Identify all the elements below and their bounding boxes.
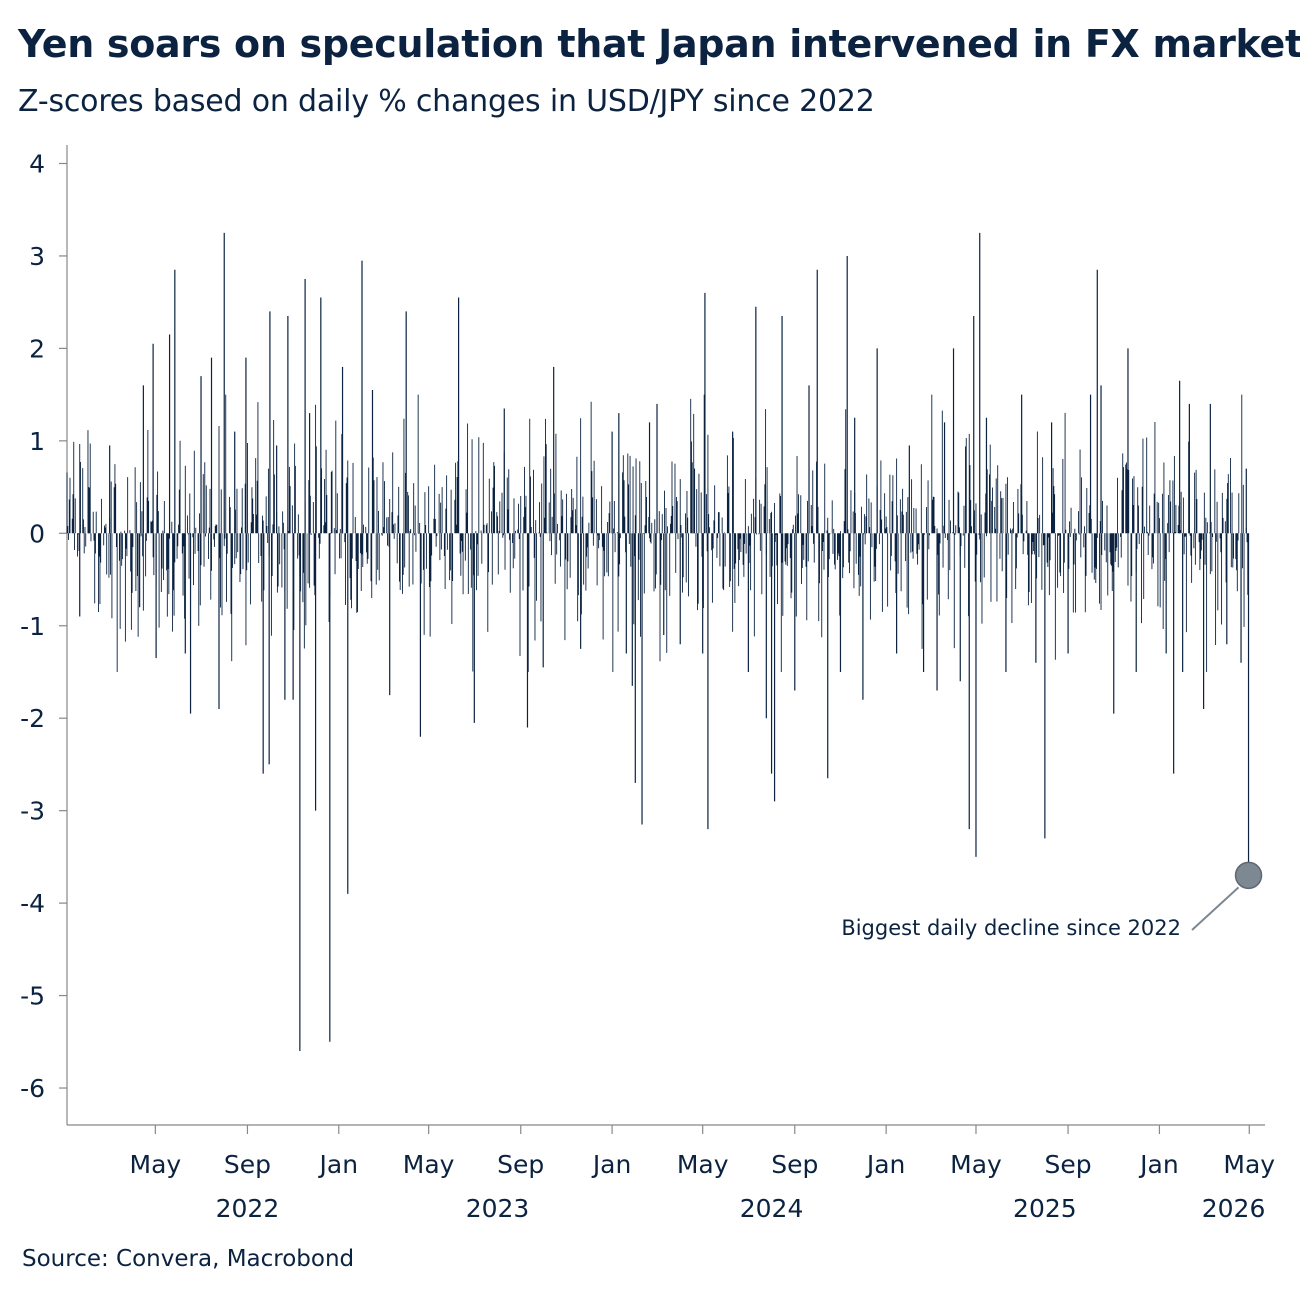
- y-tick-label: 4: [29, 149, 45, 178]
- annotation-label: Biggest daily decline since 2022: [841, 916, 1181, 940]
- y-tick-label: -2: [20, 704, 45, 733]
- x-tick-label: May: [950, 1150, 1002, 1179]
- y-tick-label: 1: [29, 427, 45, 456]
- x-tick-label: Jan: [318, 1150, 359, 1179]
- annotation-leader-line: [1191, 886, 1240, 931]
- x-tick-label: Jan: [865, 1150, 906, 1179]
- x-tick-label: May: [130, 1150, 182, 1179]
- chart-subtitle: Z-scores based on daily % changes in USD…: [18, 84, 875, 119]
- x-tick-label: Sep: [497, 1150, 544, 1179]
- bars: [66, 232, 1250, 1052]
- y-tick-label: -6: [20, 1074, 45, 1103]
- x-tick-label: Sep: [771, 1150, 818, 1179]
- x-tick-label: Jan: [591, 1150, 632, 1179]
- axes: 4 3 2 1 0 -1 -2 -3 -4 -5 -6 May Sep Jan May Sep Jan May Se…: [20, 145, 1275, 1223]
- y-tick-label: 2: [29, 334, 45, 363]
- x-tick-label: Sep: [224, 1150, 271, 1179]
- year-label: 2024: [740, 1194, 804, 1223]
- annotation: Biggest daily decline since 2022: [841, 861, 1263, 940]
- y-tick-label: 0: [29, 519, 45, 548]
- annotation-marker: [1234, 861, 1263, 890]
- chart-title: Yen soars on speculation that Japan inte…: [18, 22, 1300, 66]
- x-tick-label: May: [1223, 1150, 1275, 1179]
- year-label: 2025: [1013, 1194, 1077, 1223]
- year-label: 2022: [216, 1194, 280, 1223]
- y-tick-label: -5: [20, 982, 45, 1011]
- year-label: 2026: [1202, 1194, 1266, 1223]
- y-tick-label: -4: [20, 889, 45, 918]
- y-tick-label: 3: [29, 242, 45, 271]
- source-note: Source: Convera, Macrobond: [22, 1246, 355, 1272]
- x-tick-label: May: [403, 1150, 455, 1179]
- x-tick-label: May: [677, 1150, 729, 1179]
- year-label: 2023: [466, 1194, 530, 1223]
- y-tick-label: -1: [20, 612, 45, 641]
- chart: 4 3 2 1 0 -1 -2 -3 -4 -5 -6 May Sep Jan May Sep Jan May Se…: [20, 145, 1275, 1223]
- x-tick-label: Jan: [1138, 1150, 1179, 1179]
- y-tick-label: -3: [20, 797, 45, 826]
- x-tick-label: Sep: [1045, 1150, 1092, 1179]
